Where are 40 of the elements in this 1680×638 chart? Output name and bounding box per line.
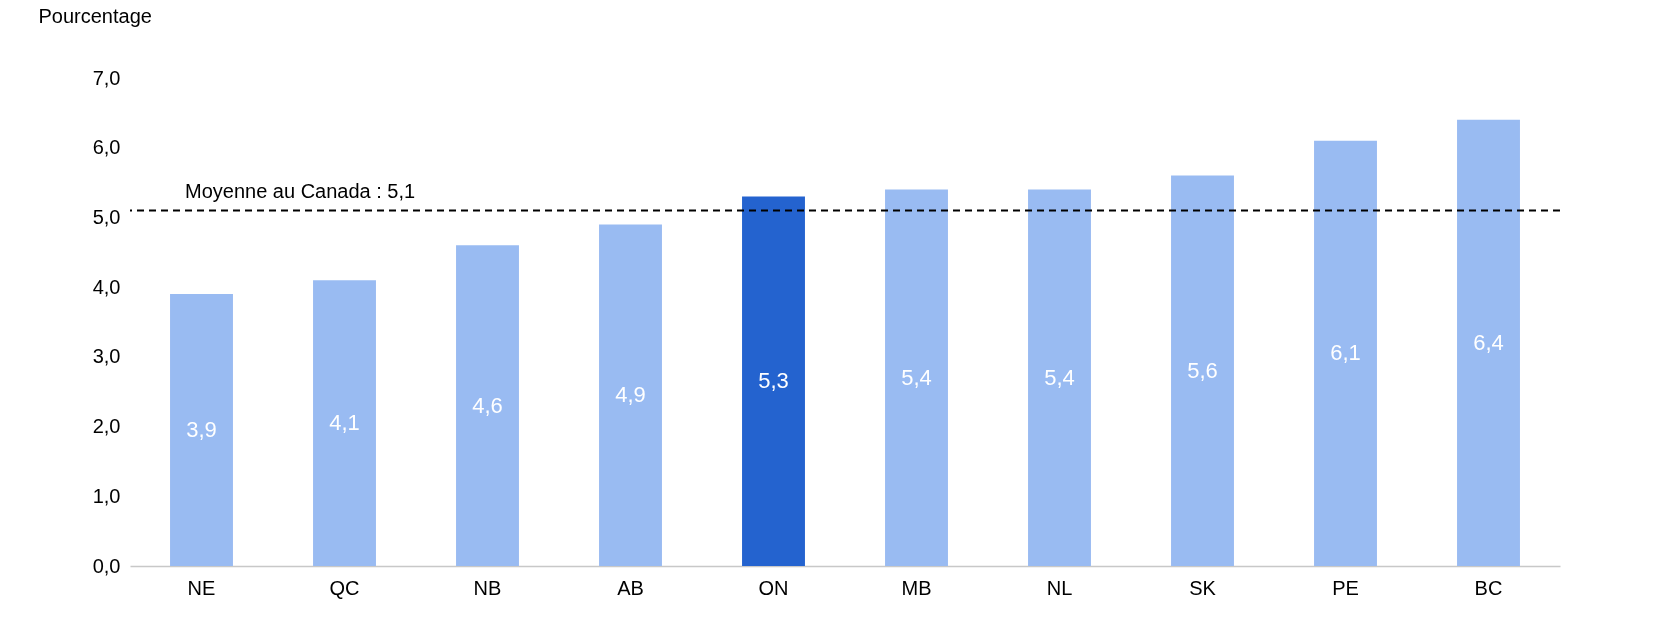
y-tick-label: 2,0 (92, 415, 121, 438)
data-label: 4,1 (329, 410, 360, 436)
y-tick-label: 5,0 (92, 205, 121, 228)
data-label: 5,3 (758, 368, 789, 394)
bar (742, 196, 805, 566)
data-label: 4,6 (472, 392, 503, 418)
x-tick-label: NL (1046, 576, 1073, 599)
bar (1028, 189, 1091, 566)
x-tick-label: ON (758, 576, 789, 599)
y-tick-label: 1,0 (92, 484, 121, 507)
y-axis-title: Pourcentage (38, 4, 152, 27)
x-tick-label: QC (329, 576, 360, 599)
data-label: 6,1 (1330, 340, 1361, 366)
bar (456, 245, 519, 566)
bar (1171, 175, 1234, 566)
x-tick-label: SK (1189, 576, 1217, 599)
x-tick-label: NB (473, 576, 502, 599)
y-tick-label: 0,0 (92, 554, 121, 577)
x-tick-label: AB (617, 576, 644, 599)
bar (313, 280, 376, 566)
y-tick-label: 4,0 (92, 275, 121, 298)
y-tick-label: 3,0 (92, 345, 121, 368)
x-tick-label: PE (1332, 576, 1359, 599)
data-label: 6,4 (1473, 329, 1504, 355)
x-tick-label: MB (901, 576, 932, 599)
bar (1457, 119, 1520, 566)
data-label: 4,9 (615, 382, 646, 408)
bar (1314, 140, 1377, 566)
y-tick-label: 7,0 (92, 66, 121, 89)
data-label: 3,9 (186, 417, 217, 443)
bar (170, 294, 233, 566)
x-tick-label: NE (187, 576, 216, 599)
bar (599, 224, 662, 566)
data-label: 5,4 (901, 364, 932, 390)
y-tick-label: 6,0 (92, 136, 121, 159)
ref-line-label: Moyenne au Canada : 5,1 (185, 180, 416, 203)
data-label: 5,4 (1044, 364, 1075, 390)
x-tick-label: BC (1474, 576, 1503, 599)
bar (885, 189, 948, 566)
data-label: 5,6 (1187, 357, 1218, 383)
